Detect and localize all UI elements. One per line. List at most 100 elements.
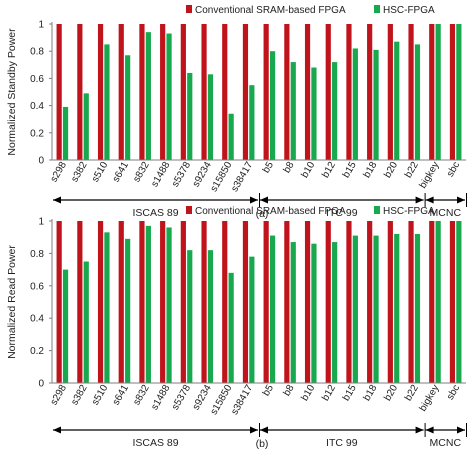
bar-conventional-s5378 xyxy=(180,24,186,160)
y-tick-label: 0.8 xyxy=(30,47,44,58)
bar-conventional-s832 xyxy=(139,24,145,160)
bar-hsc-b20 xyxy=(394,233,400,383)
x-tick-label: bigkey xyxy=(418,383,442,414)
y-tick-label: 0.8 xyxy=(30,249,44,260)
bar-hsc-s1488 xyxy=(166,33,172,160)
bar-conventional-b22 xyxy=(408,24,414,160)
bar-conventional-s38417 xyxy=(242,24,249,160)
bar-hsc-s1488 xyxy=(166,227,172,383)
x-tick-label: s832 xyxy=(131,383,152,408)
bar-conventional-s832 xyxy=(139,221,145,383)
legend-swatch xyxy=(186,5,192,13)
group-label: ISCAS 89 xyxy=(132,207,178,219)
bar-conventional-b10 xyxy=(304,24,311,160)
chart-panel-a: 0 0.2 0.4 0.6 0.8 1 Normalized Standby Power s2… xyxy=(6,5,467,220)
x-tick-label: b10 xyxy=(299,160,317,180)
x-tick-label: b5 xyxy=(261,383,276,399)
y-tick-label: 0.6 xyxy=(30,74,44,85)
group-label: ITC 99 xyxy=(326,437,358,449)
bar-conventional-b18 xyxy=(367,24,373,160)
bar-conventional-s382 xyxy=(77,221,83,383)
bar-hsc-b12 xyxy=(332,242,338,383)
bar-conventional-b8 xyxy=(284,221,290,383)
group-label: MCNC xyxy=(430,437,462,449)
bar-hsc-sbc xyxy=(456,24,462,160)
bar-hsc-s5378 xyxy=(187,72,193,160)
y-tick-label: 1 xyxy=(38,217,44,228)
bar-hsc-bigkey xyxy=(435,24,441,160)
bar-conventional-s510 xyxy=(97,24,104,160)
x-tick-label: b15 xyxy=(341,160,359,180)
bar-hsc-s641 xyxy=(125,55,131,160)
bar-conventional-bigkey xyxy=(429,24,435,160)
bar-conventional-b5 xyxy=(263,221,269,383)
bar-conventional-s38417 xyxy=(242,221,249,383)
bar-conventional-b12 xyxy=(325,221,331,383)
bar-conventional-s15850 xyxy=(222,24,228,160)
bar-conventional-s510 xyxy=(97,221,104,383)
x-tick-label: s5378 xyxy=(170,160,193,189)
bar-hsc-b22 xyxy=(414,44,421,160)
y-tick-label: 0 xyxy=(38,156,44,167)
bar-conventional-b12 xyxy=(325,24,331,160)
bar-conventional-s9234 xyxy=(201,221,207,383)
bar-hsc-s510 xyxy=(104,232,110,383)
x-tick-label: s641 xyxy=(111,160,132,185)
arrowhead-left-icon xyxy=(425,426,434,434)
arrowhead-right-icon xyxy=(250,196,258,204)
bar-conventional-b20 xyxy=(387,221,393,383)
arrowhead-right-icon xyxy=(250,426,258,434)
x-tick-label: s832 xyxy=(131,160,152,185)
bar-hsc-b15 xyxy=(352,235,358,383)
bar-conventional-b20 xyxy=(387,24,393,160)
bar-conventional-s5378 xyxy=(180,221,186,383)
bar-hsc-s15850 xyxy=(228,113,234,160)
bar-conventional-b18 xyxy=(367,221,373,383)
legend-label: Conventional SRAM-based FPGA xyxy=(195,206,346,217)
bar-hsc-b12 xyxy=(332,62,338,160)
legend-label: HSC-FPGA xyxy=(383,206,435,217)
y-tick-label: 1 xyxy=(38,20,44,31)
bar-hsc-b5 xyxy=(269,235,276,383)
bar-conventional-b10 xyxy=(304,221,311,383)
x-tick-label: b20 xyxy=(382,383,400,403)
x-tick-label: s5378 xyxy=(170,383,193,412)
bar-conventional-sbc xyxy=(449,221,456,383)
bar-conventional-b5 xyxy=(263,24,269,160)
group-label: MCNC xyxy=(430,207,462,219)
bar-hsc-b22 xyxy=(414,233,421,383)
x-tick-label: s382 xyxy=(69,160,90,185)
x-tick-label: b20 xyxy=(382,160,400,180)
bar-hsc-s382 xyxy=(83,261,89,383)
x-tick-label: b10 xyxy=(299,383,317,403)
x-tick-label: s1488 xyxy=(149,160,172,189)
bar-hsc-s9234 xyxy=(207,74,214,160)
bar-hsc-s382 xyxy=(83,93,89,160)
x-tick-label: s382 xyxy=(69,383,90,408)
bar-conventional-b15 xyxy=(346,24,352,160)
bar-hsc-b18 xyxy=(373,235,379,383)
bar-hsc-b5 xyxy=(269,51,276,161)
x-tick-label: b18 xyxy=(362,383,380,403)
x-tick-label: s298 xyxy=(49,383,70,408)
x-tick-label: b8 xyxy=(282,383,297,399)
bar-conventional-bigkey xyxy=(429,221,435,383)
bar-hsc-s832 xyxy=(145,32,151,160)
legend-swatch xyxy=(374,5,380,13)
bar-hsc-s15850 xyxy=(228,272,234,383)
bar-conventional-s298 xyxy=(56,24,62,160)
y-tick-label: 0.2 xyxy=(30,346,44,357)
y-tick-label: 0.4 xyxy=(30,101,44,112)
y-axis-title: Normalized Standby Power xyxy=(6,28,18,156)
bar-hsc-b8 xyxy=(290,242,296,383)
bar-hsc-s38417 xyxy=(249,256,255,383)
panel-label: (b) xyxy=(256,438,269,450)
bar-hsc-b20 xyxy=(394,41,400,160)
x-tick-label: b5 xyxy=(261,160,276,176)
bar-hsc-sbc xyxy=(456,221,462,383)
arrowhead-right-icon xyxy=(415,426,424,434)
bar-hsc-s38417 xyxy=(249,85,255,160)
panel-label: (a) xyxy=(256,208,269,220)
